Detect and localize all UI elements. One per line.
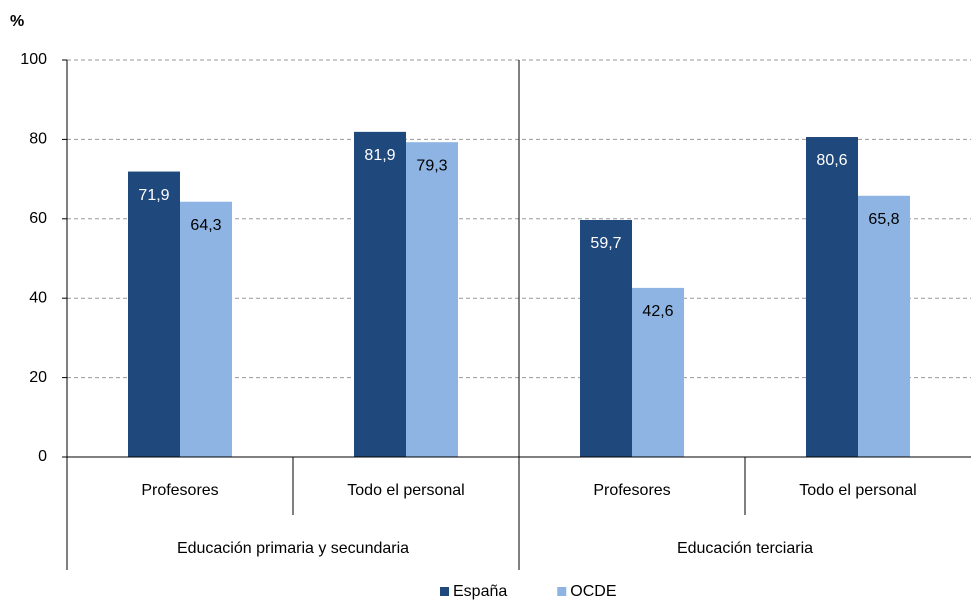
bar [632, 287, 684, 457]
bar [580, 219, 632, 457]
data-label: 71,9 [138, 187, 169, 204]
data-label: 59,7 [590, 235, 621, 252]
bar [128, 171, 180, 457]
y-tick-label: 60 [29, 210, 47, 227]
group-label: Educación terciaria [677, 540, 813, 557]
x-tick-label: Profesores [141, 482, 218, 499]
group-label: Educación primaria y secundaria [177, 540, 409, 557]
x-tick-label: Todo el personal [799, 482, 916, 499]
bar [858, 195, 910, 458]
y-tick-label: 80 [29, 131, 47, 148]
data-label: 65,8 [868, 211, 899, 228]
bar [806, 137, 858, 457]
data-label: 81,9 [364, 147, 395, 164]
y-axis-label: % [10, 13, 24, 30]
x-tick-label: Profesores [593, 482, 670, 499]
x-tick-label: Todo el personal [347, 482, 464, 499]
data-label: 64,3 [190, 217, 221, 234]
bar [180, 201, 232, 457]
legend-swatch [440, 587, 449, 596]
y-tick-label: 40 [29, 289, 47, 306]
y-tick-label: 0 [38, 448, 47, 465]
data-label: 42,6 [642, 303, 673, 320]
y-tick-label: 20 [29, 369, 47, 386]
legend-swatch [557, 587, 567, 596]
bar [354, 131, 406, 457]
legend-label: España [453, 583, 507, 600]
y-tick-label: 100 [20, 51, 47, 68]
data-label: 79,3 [416, 157, 447, 174]
bar [406, 142, 458, 457]
data-label: 80,6 [816, 152, 847, 169]
legend-label: OCDE [570, 583, 616, 600]
